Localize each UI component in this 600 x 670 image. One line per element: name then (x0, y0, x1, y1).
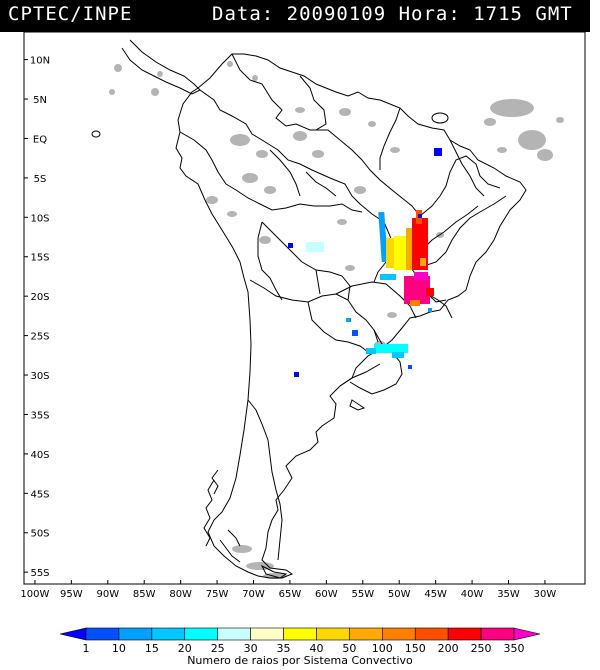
legend-label: 25 (211, 642, 225, 655)
legend-swatch (513, 627, 541, 641)
lat-label: 55S (30, 568, 49, 579)
lon-label: 45W (424, 589, 447, 600)
patagonia-coast (203, 469, 241, 563)
lon-label: 100W (20, 589, 49, 600)
legend-swatch (151, 627, 186, 641)
legend-swatch (316, 627, 350, 641)
legend-label: 20 (178, 642, 192, 655)
lon-label: 65W (279, 589, 302, 600)
lat-label: 50S (30, 529, 49, 540)
central-america-coastline (121, 39, 201, 95)
lon-label: 90W (96, 589, 119, 600)
lat-label: 5S (34, 174, 47, 185)
legend-label: 1 (83, 642, 90, 655)
lightning-clusters (288, 148, 442, 377)
lat-label: 40S (30, 450, 49, 461)
lon-label: 75W (206, 589, 229, 600)
legend-swatch (118, 627, 153, 641)
legend-label: 100 (372, 642, 393, 655)
lon-label: 85W (133, 589, 156, 600)
color-legend (59, 627, 541, 641)
lon-label: 40W (461, 589, 484, 600)
legend-label: 15 (145, 642, 159, 655)
legend-swatch (447, 627, 482, 641)
lat-label: 5N (33, 95, 47, 106)
lat-label: EQ (33, 134, 47, 145)
lon-label: 35W (497, 589, 520, 600)
lon-label: 80W (169, 589, 192, 600)
legend-label: 200 (438, 642, 459, 655)
islands (91, 112, 449, 579)
title-bar: CPTEC/INPE Data: 20090109 Hora: 1715 GMT (0, 0, 590, 32)
legend-swatch (283, 627, 317, 641)
legend-swatch (480, 627, 515, 641)
legend-label: 50 (342, 642, 356, 655)
legend-label: 35 (277, 642, 291, 655)
legend-caption: Numero de raios por Sistema Convectivo (187, 654, 413, 667)
lat-label: 25S (30, 332, 49, 343)
legend-swatch (250, 627, 284, 641)
date-time-label: Data: 20090109 Hora: 1715 GMT (212, 3, 573, 25)
legend-swatch (184, 627, 218, 641)
lat-label: 45S (30, 489, 49, 500)
lat-label: 30S (30, 371, 49, 382)
latitude-labels: 10N 5N EQ 5S 10S 15S 20S 25S 30S 35S 40S 45S 50S 55S (24, 56, 50, 579)
legend-label: 150 (405, 642, 426, 655)
lat-label: 20S (30, 292, 49, 303)
legend-swatch (382, 627, 416, 641)
legend-swatch (217, 627, 251, 641)
lon-label: 60W (315, 589, 338, 600)
lon-label: 50W (388, 589, 411, 600)
lon-label: 55W (351, 589, 374, 600)
legend-label: 250 (471, 642, 492, 655)
legend-swatch (349, 627, 383, 641)
lat-label: 10S (30, 213, 49, 224)
legend-swatch (414, 627, 449, 641)
source-label: CPTEC/INPE (8, 3, 133, 25)
lon-label: 30W (534, 589, 557, 600)
legend-swatch (85, 627, 120, 641)
legend-label: 40 (309, 642, 323, 655)
lat-label: 10N (30, 56, 50, 67)
legend-swatch (59, 627, 87, 641)
lat-label: 35S (30, 410, 49, 421)
south-america-coastline (175, 53, 527, 579)
legend-label: 10 (112, 642, 126, 655)
lon-label: 95W (60, 589, 83, 600)
longitude-labels: 100W 95W 90W 85W 80W 75W 70W 65W 60W 55W 50W 45W 40W… (20, 580, 556, 600)
legend-label: 30 (244, 642, 258, 655)
legend-labels: 1 10 15 20 25 30 35 40 50 100 150 200 250 350 (83, 642, 525, 655)
legend-label: 350 (504, 642, 525, 655)
lon-label: 70W (242, 589, 265, 600)
lat-label: 15S (30, 253, 49, 264)
